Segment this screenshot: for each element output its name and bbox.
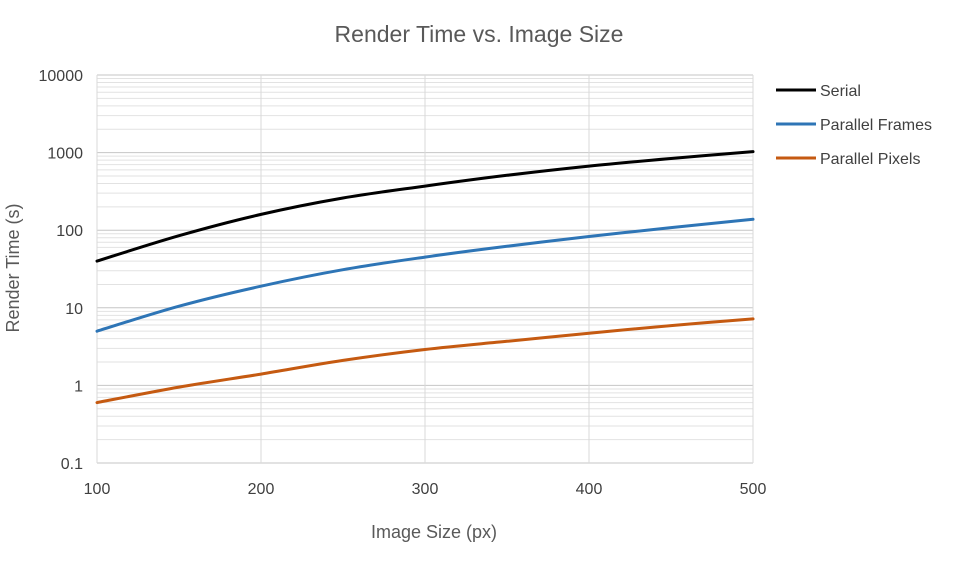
- legend-label-parallel-pixels: Parallel Pixels: [820, 151, 920, 168]
- y-tick-label: 1: [74, 378, 83, 395]
- series-line-parallel-frames: [95, 217, 755, 333]
- y-tick-label: 1000: [47, 146, 83, 163]
- y-tick-label: 10: [65, 301, 83, 318]
- x-tick-label: 200: [248, 481, 275, 498]
- grid-lines: [96, 74, 754, 464]
- y-tick-label: 0.1: [61, 456, 83, 473]
- legend-label-serial: Serial: [820, 83, 861, 100]
- y-axis-tick-labels: 0.1 1 10 100 1000 10000: [39, 68, 84, 473]
- x-axis-tick-labels: 100 200 300 400 500: [84, 481, 767, 498]
- series-lines: [95, 150, 755, 405]
- legend: Serial Parallel Frames Parallel Pixels: [776, 83, 932, 168]
- x-tick-label: 300: [412, 481, 439, 498]
- y-tick-label: 100: [56, 223, 83, 240]
- legend-label-parallel-frames: Parallel Frames: [820, 117, 932, 134]
- x-tick-label: 500: [740, 481, 767, 498]
- x-tick-label: 100: [84, 481, 111, 498]
- chart-title: Render Time vs. Image Size: [335, 21, 624, 47]
- x-tick-label: 400: [576, 481, 603, 498]
- y-tick-label: 10000: [39, 68, 84, 85]
- y-axis-title: Render Time (s): [3, 203, 23, 332]
- series-line-parallel-pixels: [95, 317, 755, 405]
- x-axis-title: Image Size (px): [371, 522, 497, 542]
- series-line-serial: [95, 150, 755, 263]
